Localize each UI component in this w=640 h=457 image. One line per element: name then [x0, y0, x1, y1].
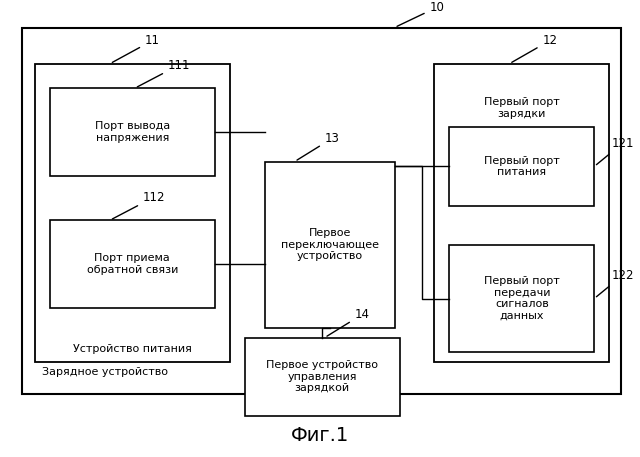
Text: 11: 11 [112, 34, 160, 63]
Text: 13: 13 [297, 132, 339, 160]
Text: Порт приема
обратной связи: Порт приема обратной связи [86, 254, 178, 275]
Text: Первое устройство
управления
зарядкой: Первое устройство управления зарядкой [266, 360, 378, 393]
Text: 10: 10 [397, 1, 444, 27]
Text: 112: 112 [113, 191, 165, 219]
Bar [50, 88, 215, 176]
Bar [265, 162, 394, 328]
Text: Первое
переключающее
устройство: Первое переключающее устройство [280, 228, 379, 261]
Text: Зарядное устройство: Зарядное устройство [42, 367, 168, 377]
Text: Порт вывода
напряжения: Порт вывода напряжения [95, 122, 170, 143]
Text: Устройство питания: Устройство питания [73, 344, 192, 354]
Text: Первый порт
питания: Первый порт питания [484, 156, 560, 177]
Text: Первый порт
зарядки: Первый порт зарядки [484, 97, 560, 118]
Text: 12: 12 [512, 34, 557, 62]
Bar [435, 64, 609, 362]
Text: Первый порт
передачи
сигналов
данных: Первый порт передачи сигналов данных [484, 276, 560, 321]
Text: Фиг.1: Фиг.1 [291, 426, 349, 445]
Bar [50, 220, 215, 308]
Text: 111: 111 [138, 58, 190, 87]
Text: 122: 122 [596, 269, 634, 297]
Bar [449, 244, 595, 352]
Bar [244, 338, 399, 416]
Bar [449, 128, 595, 206]
Text: 121: 121 [596, 137, 634, 165]
Text: 14: 14 [327, 308, 369, 336]
Bar [35, 64, 230, 362]
Bar [22, 27, 621, 394]
